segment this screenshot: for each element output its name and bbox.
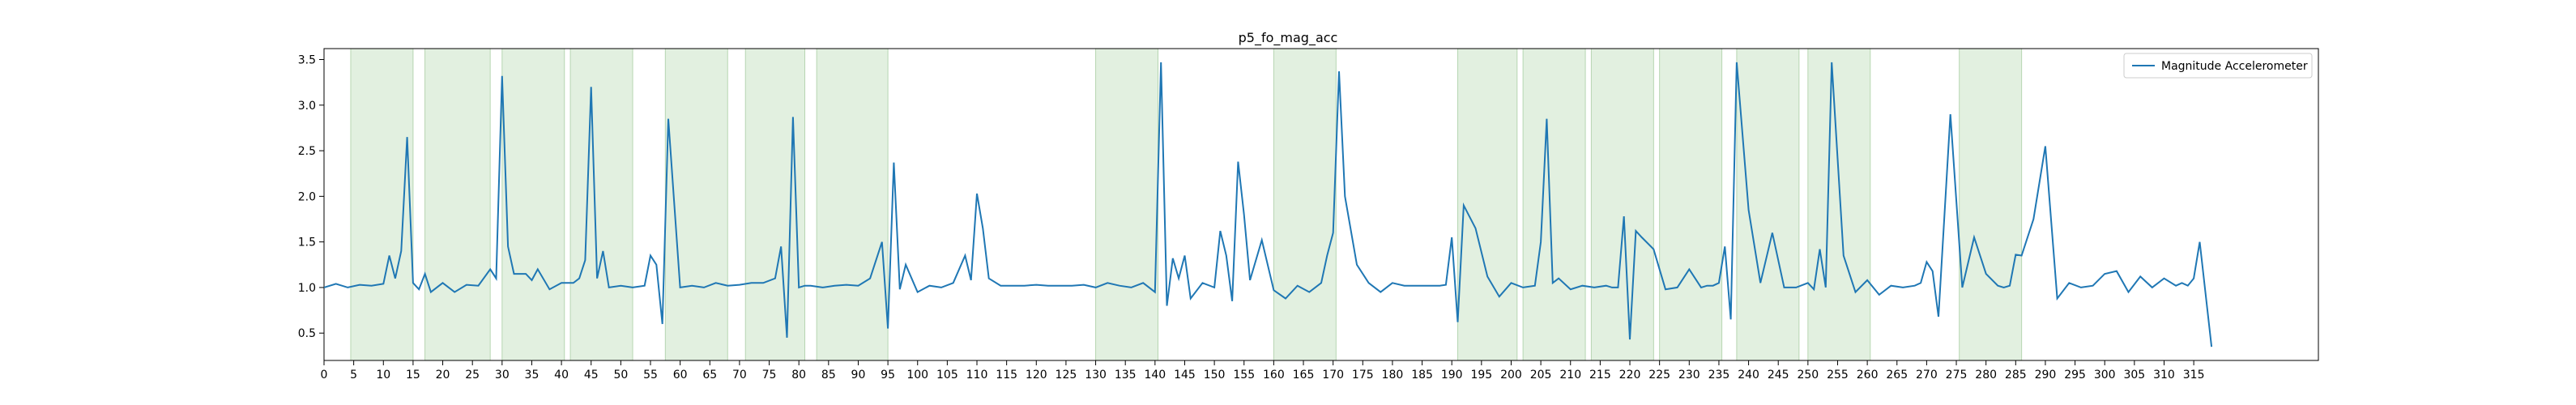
x-tick-label: 175: [1352, 369, 1374, 382]
x-tick-label: 20: [436, 369, 450, 382]
x-tick-label: 190: [1441, 369, 1463, 382]
x-tick-label: 220: [1619, 369, 1641, 382]
shaded-region: [664, 48, 728, 361]
x-tick-label: 310: [2153, 369, 2175, 382]
x-tick-label: 205: [1530, 369, 1552, 382]
x-tick-label: 85: [821, 369, 836, 382]
x-tick-label: 115: [996, 369, 1017, 382]
shaded-region: [1273, 48, 1337, 361]
x-tick-label: 75: [762, 369, 777, 382]
x-tick-label: 35: [525, 369, 540, 382]
y-tick-label: 3.0: [298, 100, 316, 113]
x-tick-label: 215: [1589, 369, 1611, 382]
x-tick-label: 200: [1500, 369, 1522, 382]
y-tick-label: 2.5: [298, 145, 316, 158]
y-tick-label: 1.0: [298, 282, 316, 295]
shaded-region: [1522, 48, 1586, 361]
legend-label: Magnitude Accelerometer: [2161, 60, 2308, 73]
x-tick-label: 225: [1648, 369, 1670, 382]
x-tick-label: 15: [406, 369, 420, 382]
x-axis: 0 5 10 15 20 25 30 35 40 45 50 55 60 65 70 75 80 85 90 95 10…: [321, 360, 2205, 382]
shaded-region: [1095, 48, 1158, 361]
x-tick-label: 285: [2005, 369, 2027, 382]
x-tick-label: 230: [1678, 369, 1700, 382]
legend: Magnitude Accelerometer: [2123, 53, 2313, 79]
x-tick-label: 280: [1975, 369, 1997, 382]
x-tick-label: 55: [643, 369, 658, 382]
x-tick-label: 275: [1946, 369, 1968, 382]
x-tick-label: 25: [465, 369, 480, 382]
x-tick-label: 260: [1857, 369, 1879, 382]
x-tick-label: 65: [702, 369, 717, 382]
x-tick-label: 90: [851, 369, 866, 382]
y-tick-label: 0.5: [298, 327, 316, 340]
legend-box: [2123, 53, 2313, 79]
x-tick-label: 95: [881, 369, 895, 382]
shaded-region: [1590, 48, 1654, 361]
shaded-region: [816, 48, 889, 361]
x-tick-label: 105: [936, 369, 958, 382]
x-tick-label: 210: [1559, 369, 1581, 382]
x-tick-label: 255: [1827, 369, 1849, 382]
y-axis: 0.5 1.0 1.5 2.0 2.5 3.0 3.5: [298, 54, 324, 340]
x-tick-label: 120: [1026, 369, 1047, 382]
x-tick-label: 70: [732, 369, 747, 382]
x-tick-label: 130: [1085, 369, 1107, 382]
x-tick-label: 235: [1708, 369, 1730, 382]
x-tick-label: 180: [1382, 369, 1404, 382]
x-tick-label: 5: [350, 369, 357, 382]
series-line-magnitude-accelerometer: [323, 62, 2213, 347]
x-tick-label: 80: [791, 369, 806, 382]
x-tick-label: 10: [376, 369, 390, 382]
x-tick-label: 110: [966, 369, 988, 382]
plot-frame: [323, 48, 2319, 361]
shaded-region: [350, 48, 414, 361]
x-tick-label: 295: [2064, 369, 2086, 382]
y-tick-label: 2.0: [298, 190, 316, 203]
x-tick-label: 150: [1204, 369, 1226, 382]
shaded-region: [1736, 48, 1800, 361]
shaded-region: [1659, 48, 1723, 361]
x-tick-label: 140: [1144, 369, 1166, 382]
x-tick-label: 40: [554, 369, 569, 382]
shaded-region: [1959, 48, 2023, 361]
y-tick-label: 1.5: [298, 237, 316, 249]
x-tick-label: 165: [1293, 369, 1315, 382]
x-tick-label: 30: [495, 369, 510, 382]
x-tick-label: 195: [1470, 369, 1492, 382]
x-tick-label: 305: [2123, 369, 2145, 382]
x-tick-label: 240: [1738, 369, 1759, 382]
x-tick-label: 270: [1916, 369, 1938, 382]
x-tick-label: 45: [584, 369, 599, 382]
shaded-region: [1807, 48, 1871, 361]
x-tick-label: 135: [1115, 369, 1137, 382]
x-tick-label: 50: [613, 369, 628, 382]
x-tick-label: 290: [2035, 369, 2057, 382]
shaded-region: [1457, 48, 1518, 361]
chart-title: p5_fo_mag_acc: [1239, 30, 1338, 46]
x-tick-label: 170: [1322, 369, 1344, 382]
x-tick-label: 125: [1056, 369, 1077, 382]
shaded-regions: [350, 48, 2023, 361]
x-tick-label: 100: [906, 369, 928, 382]
x-tick-label: 155: [1233, 369, 1255, 382]
x-tick-label: 265: [1886, 369, 1908, 382]
x-tick-label: 160: [1263, 369, 1285, 382]
shaded-region: [424, 48, 491, 361]
x-tick-label: 300: [2094, 369, 2116, 382]
x-tick-label: 315: [2183, 369, 2205, 382]
x-tick-label: 145: [1174, 369, 1196, 382]
x-tick-label: 0: [321, 369, 328, 382]
x-tick-label: 185: [1411, 369, 1433, 382]
x-tick-label: 250: [1797, 369, 1819, 382]
shaded-region: [501, 48, 565, 361]
y-tick-label: 3.5: [298, 54, 316, 67]
shaded-region: [569, 48, 633, 361]
x-tick-label: 245: [1768, 369, 1789, 382]
x-tick-label: 60: [673, 369, 688, 382]
